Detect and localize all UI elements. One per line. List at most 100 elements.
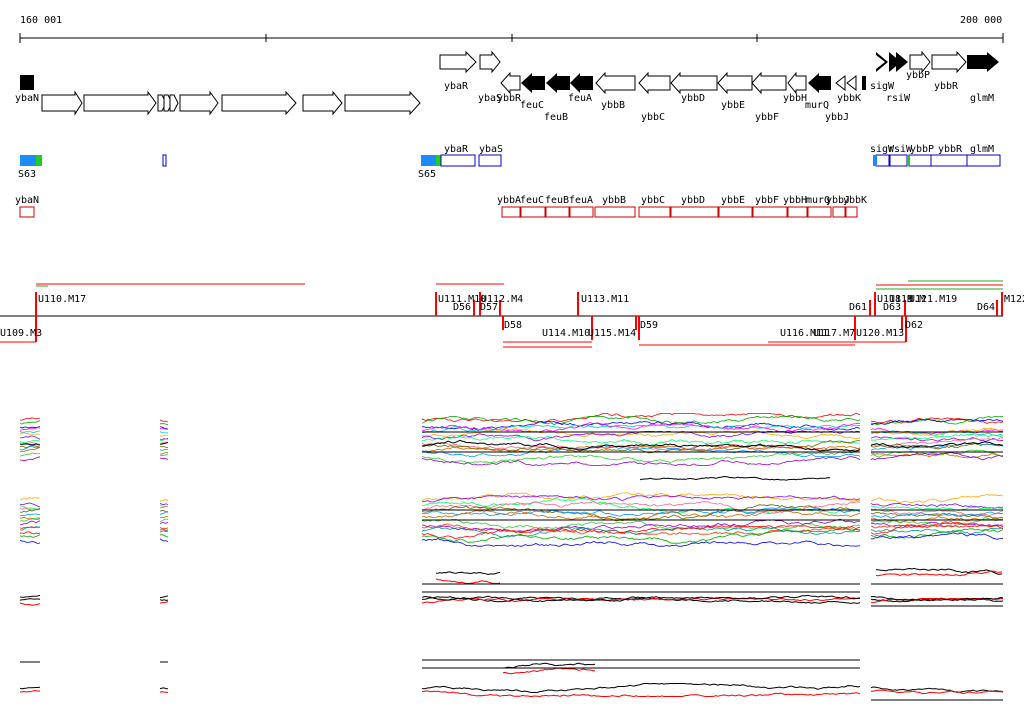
gene-ybbH[interactable] [787, 71, 807, 95]
segment-U118.M[interactable]: U118.M [877, 294, 913, 305]
red-label-ybbH: ybbH [783, 195, 807, 206]
expression-profiles [19, 412, 1004, 701]
profile1-trace [422, 420, 861, 431]
profile1-trace [870, 443, 1004, 450]
profile2-trace [19, 517, 41, 522]
gene-feuB[interactable] [546, 73, 570, 93]
gene-ybaS[interactable] [479, 50, 501, 74]
profile2-trace [870, 527, 1004, 535]
segment-U119.M[interactable]: U119.M [889, 294, 925, 305]
profile3-trace [19, 594, 41, 598]
gene-glmM[interactable] [967, 52, 999, 72]
profile2-trace [159, 521, 169, 524]
segment-U111.M10[interactable]: U111.M10 [438, 294, 486, 305]
redbox-ybbF[interactable] [752, 206, 788, 218]
segment-D64[interactable]: D64 [977, 302, 995, 313]
gene-ybbC[interactable] [638, 71, 671, 95]
redbox-murQ[interactable] [807, 206, 832, 218]
gene-feuC[interactable] [521, 73, 545, 93]
box-ybbR[interactable] [930, 154, 968, 167]
redbox-ybbD[interactable] [670, 206, 719, 218]
segment-U114.M10[interactable]: U114.M10 [542, 328, 590, 339]
profile1-trace [19, 430, 41, 433]
gene-ybbB[interactable] [595, 71, 636, 95]
gene-arrow-forward[interactable] [169, 94, 179, 112]
gene-small-black[interactable] [862, 76, 866, 90]
gene-label-ybbB: ybbB [601, 100, 625, 111]
redbox-ybbB[interactable] [594, 206, 636, 218]
profile3-trace [435, 571, 501, 576]
profile2-trace [159, 502, 169, 506]
gene-ybbR-reverse[interactable] [500, 71, 521, 95]
gene-label-rsiW: rsiW [886, 93, 911, 104]
gene-rsiW[interactable] [889, 52, 908, 72]
gene-arrow-forward[interactable] [302, 90, 343, 116]
redbox-ybbH[interactable] [787, 206, 808, 218]
segment-U110.M17[interactable]: U110.M17 [38, 294, 86, 305]
box-ybaS[interactable] [478, 154, 502, 167]
redbox-ybbC[interactable] [638, 206, 671, 218]
profile2-trace [19, 539, 41, 544]
segment-U117.M7[interactable]: U117.M7 [813, 328, 855, 339]
profile2-trace [159, 534, 169, 538]
gene-arrow-forward[interactable] [221, 90, 297, 116]
profile4-trace [421, 690, 861, 698]
segment-D59[interactable]: D59 [640, 320, 658, 331]
box-glmM[interactable] [966, 154, 1001, 167]
segment-U115.M14[interactable]: U115.M14 [588, 328, 636, 339]
profile1-trace [870, 427, 1004, 436]
gene-arrow-forward[interactable] [179, 90, 219, 116]
gene-arrow-forward[interactable] [344, 90, 421, 116]
segment-U116.M11[interactable]: U116.M11 [780, 328, 828, 339]
segment-D61[interactable]: D61 [849, 302, 867, 313]
profile1-trace [870, 442, 1004, 451]
redbox-feuB[interactable] [545, 206, 570, 218]
profile2-trace [159, 499, 169, 502]
box-ybaR[interactable] [440, 154, 476, 167]
redbox-ybbA[interactable] [501, 206, 521, 218]
redbox-ybbE[interactable] [718, 206, 753, 218]
gene-feuA[interactable] [570, 73, 593, 93]
box-sigW[interactable] [875, 154, 890, 167]
segment-D56[interactable]: D56 [453, 302, 471, 313]
profile4-trace [502, 662, 596, 669]
redbox-feuA[interactable] [569, 206, 594, 218]
blue-label-rsiW: rsiW [888, 144, 913, 155]
gene-ybbR[interactable] [931, 50, 967, 74]
gene-arrow-forward[interactable] [83, 90, 157, 116]
gene-ybbP[interactable] [909, 50, 931, 74]
segment-D58[interactable]: D58 [504, 320, 522, 331]
gene-sigW[interactable] [876, 52, 888, 72]
gene-label-ybbF: ybbF [755, 112, 779, 123]
segment-U121.M19[interactable]: U121.M19 [909, 294, 957, 305]
segment-U113.M11[interactable]: U113.M11 [581, 294, 629, 305]
gene-murQ[interactable] [808, 73, 831, 93]
ruler-start-label: 160 001 [20, 15, 62, 26]
segment-U120.M13[interactable]: U120.M13 [856, 328, 904, 339]
profile1-trace [159, 441, 169, 445]
gene-ybaR[interactable] [439, 50, 477, 74]
gene-arrow-forward[interactable] [41, 90, 83, 116]
redbox-ybbK[interactable] [845, 206, 858, 218]
profile2-trace [870, 493, 1004, 504]
segment-U112.M4[interactable]: U112.M4 [481, 294, 523, 305]
profile2-trace [870, 532, 1004, 540]
gene-ybbD[interactable] [670, 71, 718, 95]
gene-label-feuA: feuA [568, 93, 592, 104]
segment-U109.M3[interactable]: U109.M3 [0, 328, 42, 339]
box-rsiW[interactable] [889, 154, 908, 167]
segment-D63[interactable]: D63 [883, 302, 901, 313]
redbox-ybaN[interactable] [19, 206, 35, 218]
segment-M122[interactable]: M122 [1004, 294, 1024, 305]
redbox-feuC[interactable] [520, 206, 546, 218]
profile1-trace [19, 439, 41, 444]
gene-ybbJ[interactable] [835, 74, 846, 92]
gene-ybbF[interactable] [751, 71, 787, 95]
gene-ybbE[interactable] [717, 71, 753, 95]
gene-ybaN[interactable] [20, 75, 34, 90]
redbox-ybbJ[interactable] [832, 206, 846, 218]
box-ybbP[interactable] [908, 154, 932, 167]
gene-ybbK[interactable] [846, 74, 857, 92]
segment-D62[interactable]: D62 [905, 320, 923, 331]
segment-D57[interactable]: D57 [480, 302, 498, 313]
